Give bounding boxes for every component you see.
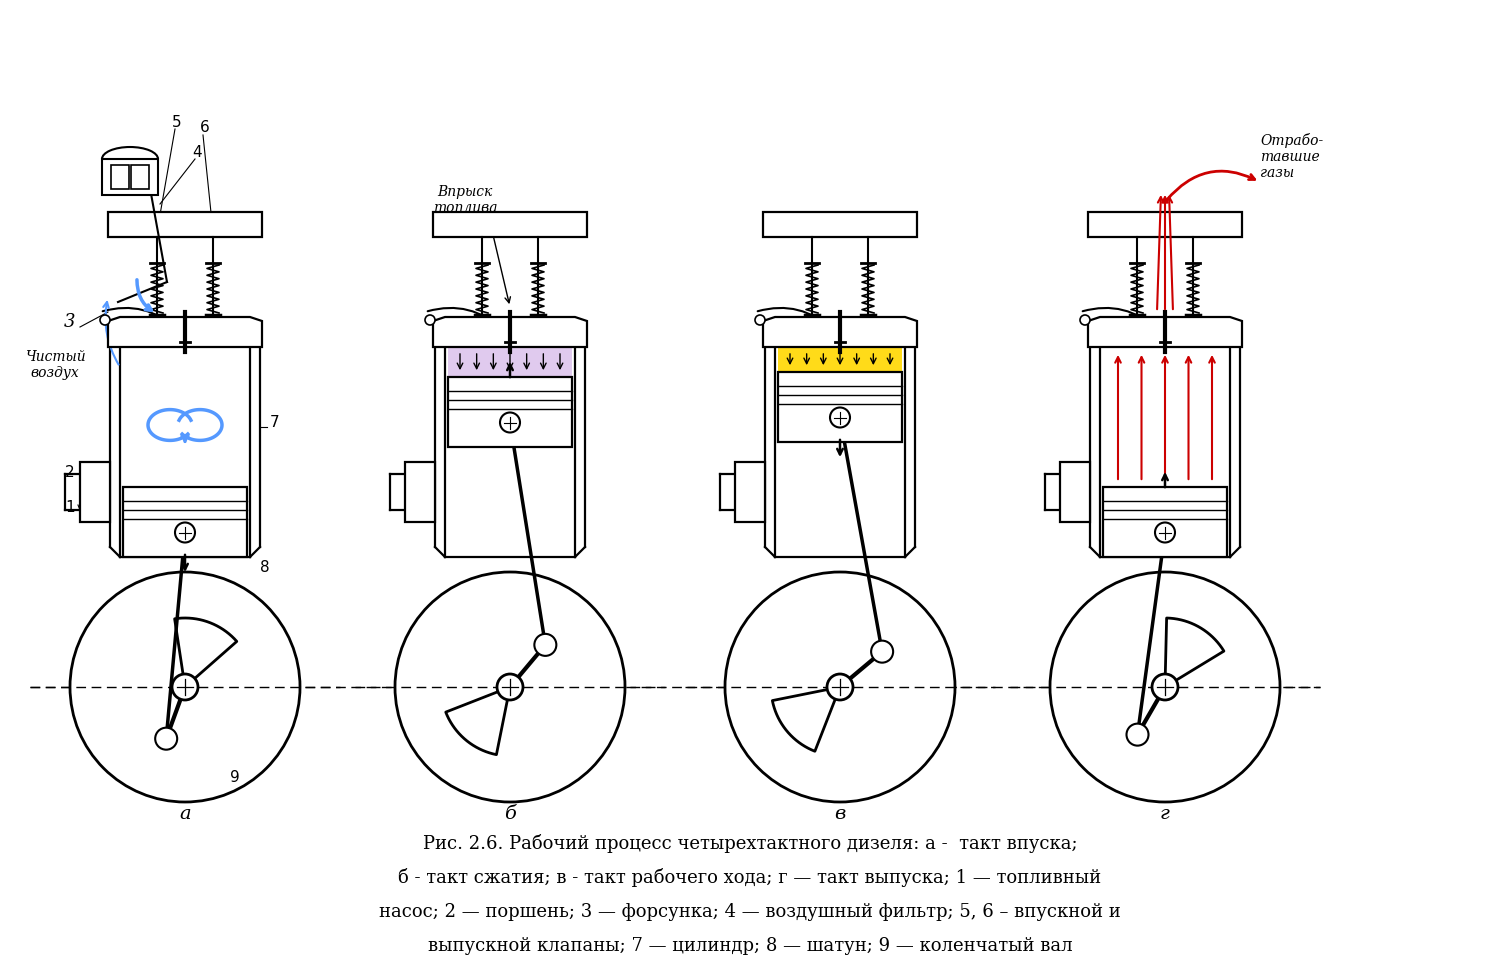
Polygon shape bbox=[108, 317, 262, 347]
Text: насос; 2 — поршень; 3 — форсунка; 4 — воздушный фильтр; 5, 6 – впускной и: насос; 2 — поршень; 3 — форсунка; 4 — во… bbox=[379, 903, 1121, 921]
Circle shape bbox=[827, 674, 853, 700]
Circle shape bbox=[1049, 572, 1280, 802]
Bar bbox=[130, 165, 148, 189]
Bar bbox=[433, 212, 588, 237]
Bar bbox=[111, 165, 129, 189]
Bar bbox=[1088, 212, 1243, 237]
Bar bbox=[778, 372, 902, 442]
Bar bbox=[108, 212, 262, 237]
Circle shape bbox=[396, 572, 625, 802]
Circle shape bbox=[1156, 522, 1175, 542]
Polygon shape bbox=[433, 317, 588, 347]
Text: 8: 8 bbox=[261, 560, 270, 575]
Circle shape bbox=[100, 315, 109, 325]
Circle shape bbox=[172, 674, 198, 700]
Bar bbox=[448, 377, 573, 447]
Circle shape bbox=[871, 641, 893, 662]
Circle shape bbox=[156, 728, 177, 749]
Bar bbox=[123, 487, 247, 557]
Bar bbox=[448, 347, 573, 377]
Circle shape bbox=[755, 315, 764, 325]
Text: 2: 2 bbox=[64, 465, 75, 480]
Bar bbox=[1103, 487, 1228, 557]
Bar bbox=[102, 159, 157, 195]
Text: б - такт сжатия; в - такт рабочего хода; г — такт выпуска; 1 — топливный: б - такт сжатия; в - такт рабочего хода;… bbox=[399, 868, 1102, 887]
Text: а: а bbox=[180, 805, 190, 823]
Bar bbox=[735, 462, 764, 522]
Text: Впрыск
топлива: Впрыск топлива bbox=[433, 185, 498, 215]
Text: г: г bbox=[1160, 805, 1169, 823]
Text: 9: 9 bbox=[231, 770, 240, 785]
Text: 1: 1 bbox=[64, 500, 75, 515]
Circle shape bbox=[534, 633, 556, 656]
Circle shape bbox=[426, 315, 435, 325]
Text: Отрабо-
тавшие
газы: Отрабо- тавшие газы bbox=[1261, 132, 1324, 180]
Bar bbox=[405, 462, 435, 522]
Text: б: б bbox=[504, 805, 516, 823]
Circle shape bbox=[1127, 723, 1148, 746]
Bar bbox=[778, 347, 902, 372]
Polygon shape bbox=[1088, 317, 1243, 347]
Text: 3: 3 bbox=[64, 313, 76, 331]
Circle shape bbox=[498, 674, 523, 700]
Circle shape bbox=[501, 413, 520, 432]
Circle shape bbox=[1079, 315, 1090, 325]
Text: в: в bbox=[835, 805, 845, 823]
Circle shape bbox=[175, 522, 195, 542]
Text: Чистый
воздух: Чистый воздух bbox=[24, 350, 85, 380]
Polygon shape bbox=[763, 317, 917, 347]
Circle shape bbox=[830, 407, 850, 427]
Text: 6: 6 bbox=[201, 120, 210, 135]
Text: 7: 7 bbox=[270, 415, 280, 430]
Circle shape bbox=[70, 572, 300, 802]
Bar bbox=[1060, 462, 1090, 522]
Text: Рис. 2.6. Рабочий процесс четырехтактного дизеля: а -  такт впуска;: Рис. 2.6. Рабочий процесс четырехтактног… bbox=[423, 834, 1078, 853]
Text: выпускной клапаны; 7 — цилиндр; 8 — шатун; 9 — коленчатый вал: выпускной клапаны; 7 — цилиндр; 8 — шату… bbox=[427, 937, 1072, 955]
Bar bbox=[763, 212, 917, 237]
Circle shape bbox=[726, 572, 955, 802]
Text: 5: 5 bbox=[172, 115, 181, 130]
Circle shape bbox=[1153, 674, 1178, 700]
Bar bbox=[79, 462, 109, 522]
Text: 4: 4 bbox=[192, 145, 202, 160]
